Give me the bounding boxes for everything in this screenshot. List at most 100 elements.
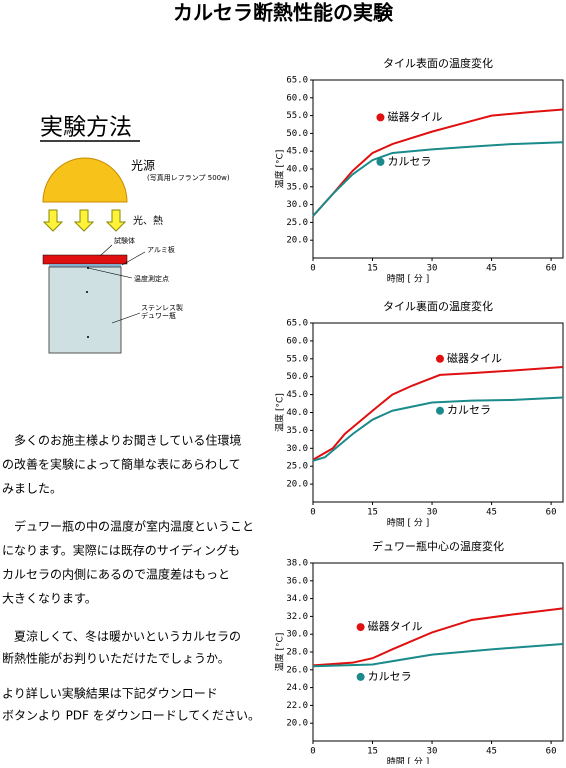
legend-label: 磁器タイル: [368, 620, 423, 633]
y-tick-label: 40.0: [286, 408, 308, 418]
y-tick-label: 55.0: [286, 354, 308, 364]
x-tick-label: 45: [486, 264, 497, 274]
heat-label: 光、熱: [133, 214, 163, 227]
chart-title: タイル表面の温度変化: [383, 56, 493, 70]
x-tick-label: 15: [367, 747, 378, 757]
dewar: [48, 266, 122, 354]
y-tick-label: 45.0: [286, 147, 308, 157]
legend-marker: [376, 113, 385, 122]
y-tick-label: 30.0: [286, 630, 308, 640]
specimen: [42, 254, 128, 265]
paragraph-line: デュワー瓶の中の温度が室内温度ということ: [2, 519, 254, 534]
specimen-label: 試験体: [114, 236, 135, 245]
paragraph-line: 断熱性能がお判りいただけたでしょうか。: [2, 651, 230, 666]
paragraph-line: みました。: [2, 482, 62, 496]
x-axis-label: 時間 [ 分 ]: [387, 757, 430, 765]
point-label: 温度測定点: [134, 274, 169, 283]
y-tick-label: 30.0: [286, 444, 308, 454]
paragraph-line: より詳しい実験結果は下記ダウンロード: [2, 686, 218, 701]
y-tick-label: 22.0: [286, 701, 308, 711]
y-tick-label: 32.0: [286, 612, 308, 622]
y-tick-label: 65.0: [286, 319, 308, 329]
method-heading: 実験方法: [40, 115, 132, 141]
series-line: [312, 141, 564, 217]
paragraph-line: の改善を実験によって簡単な表にあらわして: [2, 457, 241, 472]
plot-area: [312, 562, 564, 742]
x-tick-label: 60: [546, 508, 557, 518]
chart-title: デュワー瓶中心の温度変化: [372, 539, 504, 553]
x-axis-label: 時間 [ 分 ]: [387, 274, 430, 285]
lamp-label: (写真用レフランプ 500w): [147, 173, 230, 182]
series-line: [312, 108, 564, 217]
y-tick-label: 30.0: [286, 200, 308, 210]
y-tick-label: 50.0: [286, 372, 308, 382]
paragraph-line: ボタンより PDF をダウンロードしてください。: [2, 708, 260, 723]
plot-area: [312, 79, 564, 259]
y-tick-label: 25.0: [286, 462, 308, 472]
y-tick-label: 60.0: [286, 93, 308, 103]
y-axis-label: 温度 [°C]: [274, 393, 286, 432]
paragraph-line: 夏涼しくて、冬は暖かいというカルセラの: [2, 629, 241, 644]
series-line: [312, 396, 564, 462]
y-tick-label: 20.0: [286, 719, 308, 729]
page-title: カルセラ断熱性能の実験: [173, 1, 394, 25]
dewar-label: ステンレス製: [141, 303, 183, 312]
legend-marker: [356, 623, 365, 632]
x-tick-label: 60: [546, 264, 557, 274]
paragraph-line: カルセラの内側にあるので温度差はもっと: [2, 567, 230, 582]
legend-marker: [376, 157, 385, 166]
paragraph-line: 大きくなります。: [2, 592, 97, 606]
y-tick-label: 45.0: [286, 390, 308, 400]
series-line: [312, 607, 564, 667]
legend-marker: [435, 406, 444, 415]
y-tick-label: 20.0: [286, 236, 308, 246]
legend-label: 磁器タイル: [387, 110, 442, 123]
x-tick-label: 0: [310, 747, 315, 757]
x-tick-label: 0: [310, 508, 315, 518]
series-line: [312, 366, 564, 461]
y-tick-label: 28.0: [286, 648, 308, 658]
y-tick-label: 36.0: [286, 576, 308, 586]
x-tick-label: 30: [427, 747, 438, 757]
light-label: 光源: [131, 159, 155, 173]
y-tick-label: 50.0: [286, 129, 308, 139]
y-tick-label: 34.0: [286, 594, 308, 604]
y-axis-label: 温度 [°C]: [274, 633, 286, 672]
y-tick-label: 20.0: [286, 480, 308, 490]
paragraph-line: 多くのお施主様よりお聞きしている住環境: [2, 433, 241, 448]
y-axis-label: 温度 [°C]: [274, 150, 286, 189]
legend-label: カルセラ: [387, 155, 431, 168]
y-tick-label: 25.0: [286, 218, 308, 228]
plate-label: アルミ板: [147, 245, 175, 254]
x-tick-label: 15: [367, 264, 378, 274]
x-axis-label: 時間 [ 分 ]: [387, 518, 430, 529]
chart-title: タイル裏面の温度変化: [383, 299, 493, 313]
legend-marker: [356, 672, 365, 681]
y-tick-label: 60.0: [286, 336, 308, 346]
lamp: [42, 157, 128, 203]
arrows: [42, 209, 127, 232]
series-line: [312, 642, 564, 668]
points: [86, 267, 89, 338]
x-tick-label: 45: [486, 747, 497, 757]
x-tick-label: 30: [427, 264, 438, 274]
dewar-label: デュワー瓶: [141, 311, 176, 320]
y-tick-label: 55.0: [286, 111, 308, 121]
legend-label: 磁器タイル: [447, 352, 502, 365]
y-tick-label: 35.0: [286, 182, 308, 192]
y-tick-label: 35.0: [286, 426, 308, 436]
x-tick-label: 15: [367, 508, 378, 518]
paragraph-line: になります。実際には既存のサイディングも: [2, 543, 240, 558]
legend-marker: [435, 354, 444, 363]
y-tick-label: 38.0: [286, 559, 308, 569]
leaders: [87, 244, 146, 324]
x-tick-label: 60: [546, 747, 557, 757]
y-tick-label: 24.0: [286, 683, 308, 693]
y-tick-label: 40.0: [286, 165, 308, 175]
y-tick-label: 26.0: [286, 665, 308, 675]
plate: [49, 264, 121, 267]
y-tick-label: 65.0: [286, 76, 308, 86]
x-tick-label: 0: [310, 264, 315, 274]
legend-label: カルセラ: [368, 670, 412, 683]
